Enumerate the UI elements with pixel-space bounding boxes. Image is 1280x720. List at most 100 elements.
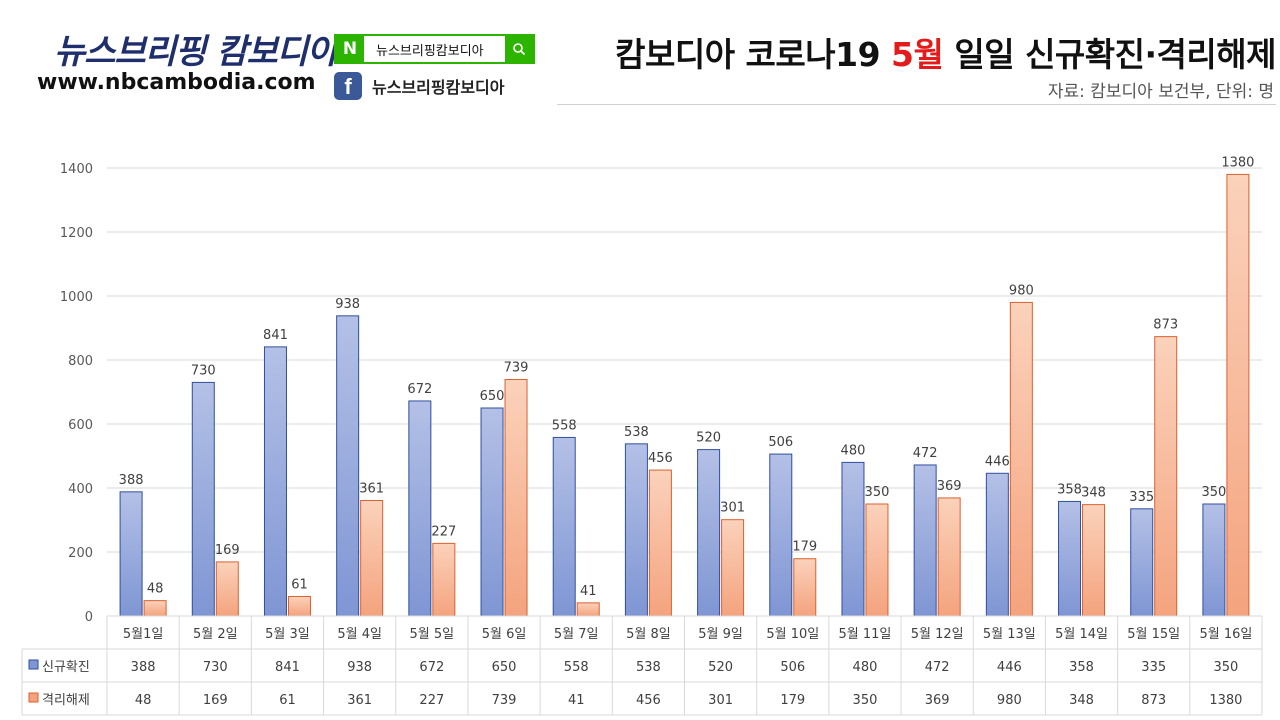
table-cell-new-cases: 358 <box>1069 660 1094 675</box>
data-label-new-cases: 650 <box>480 389 505 404</box>
search-text[interactable]: 뉴스브리핑캄보디아 <box>376 43 484 59</box>
legend-label-new-cases: 신규확진 <box>42 660 90 675</box>
legend-label-released: 격리해제 <box>42 693 90 708</box>
bar-new-cases <box>769 453 793 617</box>
table-cell-released: 179 <box>780 693 805 708</box>
table-cell-new-cases: 335 <box>1141 660 1166 675</box>
bar-released <box>721 519 745 617</box>
bar-new-cases <box>841 461 865 617</box>
x-category-label: 5월 15일 <box>1127 627 1180 642</box>
source-note: 자료: 캄보디아 보건부, 단위: 명 <box>1047 82 1274 102</box>
data-label-released: 179 <box>792 540 817 555</box>
facebook-link[interactable]: f 뉴스브리핑캄보디아 <box>334 72 504 100</box>
x-category-label: 5월 9일 <box>698 627 743 642</box>
table-cell-released: 41 <box>568 693 585 708</box>
table-cell-released: 1380 <box>1209 693 1242 708</box>
brand-url[interactable]: www.nbcambodia.com <box>37 70 316 95</box>
table-cell-new-cases: 506 <box>780 660 805 675</box>
table-cell-released: 61 <box>279 693 296 708</box>
y-tick-label: 400 <box>68 482 93 497</box>
bar-new-cases <box>1058 500 1082 617</box>
bar-new-cases <box>408 400 432 617</box>
x-category-label: 5월 14일 <box>1055 627 1108 642</box>
x-category-label: 5월 12일 <box>911 627 964 642</box>
x-category-label: 5월 2일 <box>193 627 238 642</box>
data-label-released: 48 <box>147 582 164 597</box>
table-cell-released: 350 <box>853 693 878 708</box>
y-tick-label: 1000 <box>60 290 93 305</box>
data-label-new-cases: 938 <box>335 297 360 312</box>
bar-new-cases <box>480 407 504 617</box>
table-cell-released: 739 <box>492 693 517 708</box>
bar-released <box>1082 504 1106 617</box>
table-cell-new-cases: 938 <box>347 660 372 675</box>
table-cell-new-cases: 650 <box>492 660 517 675</box>
bar-released <box>576 602 600 617</box>
bar-new-cases <box>1202 503 1226 617</box>
title-pre: 캄보디아 코로나19 <box>615 35 892 74</box>
bar-released <box>143 600 167 617</box>
x-category-label: 5월 7일 <box>554 627 599 642</box>
bar-released <box>648 469 672 617</box>
x-category-label: 5월 4일 <box>337 627 382 642</box>
x-category-label: 5월 11일 <box>839 627 892 642</box>
table-cell-new-cases: 388 <box>131 660 156 675</box>
data-label-new-cases: 558 <box>552 418 577 433</box>
table-cell-released: 873 <box>1141 693 1166 708</box>
y-tick-label: 600 <box>68 418 93 433</box>
bar-released <box>360 499 384 617</box>
y-tick-label: 1400 <box>60 162 93 177</box>
table-cell-new-cases: 538 <box>636 660 661 675</box>
data-label-released: 348 <box>1081 486 1106 501</box>
x-category-label: 5월 6일 <box>482 627 527 642</box>
x-category-label: 5월 8일 <box>626 627 671 642</box>
bar-released <box>432 542 456 617</box>
table-cell-released: 169 <box>203 693 228 708</box>
data-label-released: 456 <box>648 451 673 466</box>
data-label-new-cases: 350 <box>1201 485 1226 500</box>
search-icon <box>513 43 526 56</box>
naver-search-box[interactable]: N 뉴스브리핑캄보디아 <box>334 34 535 64</box>
facebook-icon: f <box>334 72 362 100</box>
x-category-label: 5월 3일 <box>265 627 310 642</box>
y-tick-label: 1200 <box>60 226 93 241</box>
data-label-new-cases: 672 <box>407 382 432 397</box>
table-cell-released: 456 <box>636 693 661 708</box>
table-cell-new-cases: 558 <box>564 660 589 675</box>
bar-new-cases <box>624 443 648 617</box>
table-cell-released: 48 <box>135 693 152 708</box>
data-label-new-cases: 480 <box>841 443 866 458</box>
data-label-new-cases: 446 <box>985 454 1010 469</box>
bar-released <box>937 497 961 617</box>
bar-new-cases <box>913 464 937 617</box>
title-divider <box>557 104 1276 105</box>
y-tick-label: 200 <box>68 546 93 561</box>
brand-name: 뉴스브리핑 캄보디아 <box>54 32 338 72</box>
bar-released <box>1009 301 1033 617</box>
legend-key-new-cases <box>28 659 39 670</box>
x-category-label: 5월 16일 <box>1199 627 1252 642</box>
bar-new-cases <box>191 381 215 617</box>
table-cell-released: 361 <box>347 693 372 708</box>
y-tick-label: 800 <box>68 354 93 369</box>
facebook-label: 뉴스브리핑캄보디아 <box>372 78 505 97</box>
data-label-released: 41 <box>580 584 597 599</box>
bar-released <box>215 561 239 617</box>
search-button[interactable] <box>505 36 533 62</box>
data-label-released: 739 <box>504 361 529 376</box>
bar-new-cases <box>336 315 360 617</box>
bar-released <box>865 503 889 617</box>
bar-new-cases <box>985 472 1009 617</box>
data-label-released: 369 <box>937 479 962 494</box>
table-cell-new-cases: 672 <box>419 660 444 675</box>
x-category-label: 5월 13일 <box>983 627 1036 642</box>
bar-released <box>1226 173 1250 617</box>
table-cell-new-cases: 520 <box>708 660 733 675</box>
table-cell-new-cases: 480 <box>853 660 878 675</box>
bar-new-cases <box>697 449 721 617</box>
data-label-new-cases: 730 <box>191 363 216 378</box>
data-label-released: 61 <box>291 577 308 592</box>
table-cell-new-cases: 730 <box>203 660 228 675</box>
data-label-released: 361 <box>359 481 384 496</box>
